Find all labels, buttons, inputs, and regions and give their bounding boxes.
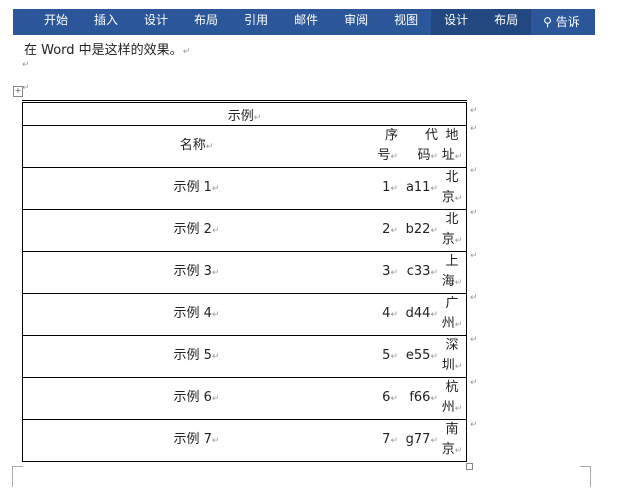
tab-6[interactable]: 审阅: [344, 13, 369, 27]
addr-cell[interactable]: 深圳↵: [438, 335, 467, 378]
row-end-mark: ↵: [470, 335, 478, 346]
table-row: 示例 3↵ 3↵ c33↵ 上海↵: [22, 251, 467, 294]
table-resize-handle[interactable]: [466, 463, 473, 470]
margin-corner: [580, 466, 591, 487]
seq-cell[interactable]: 5↵: [370, 335, 398, 378]
tab-3[interactable]: 布局: [194, 13, 219, 27]
context-tab-1[interactable]: 布局: [481, 9, 532, 35]
addr-cell[interactable]: 北京↵: [438, 209, 467, 252]
code-cell[interactable]: e55↵: [398, 335, 438, 378]
code-cell[interactable]: g77↵: [398, 419, 438, 462]
code-cell[interactable]: a11↵: [398, 167, 438, 210]
row-end-mark: ↵: [470, 419, 478, 430]
header-name[interactable]: 名称↵: [22, 125, 370, 168]
row-end-mark: ↵: [470, 166, 478, 176]
tab-1[interactable]: 插入: [94, 13, 119, 27]
code-cell[interactable]: d44↵: [398, 293, 438, 336]
table-row: 示例 4↵ 4↵ d44↵ 广州↵: [22, 293, 467, 336]
table-row: 示例 2↵ 2↵ b22↵ 北京↵: [22, 209, 467, 252]
row-end-mark: ↵: [470, 208, 478, 219]
tab-2[interactable]: 设计: [144, 13, 169, 27]
name-cell[interactable]: 示例 1↵: [22, 167, 370, 210]
seq-cell[interactable]: 4↵: [370, 293, 398, 336]
seq-cell[interactable]: 3↵: [370, 251, 398, 294]
table-row: 示例 5↵ 5↵ e55↵ 深圳↵: [22, 335, 467, 378]
code-cell[interactable]: f66↵: [398, 377, 438, 420]
code-cell[interactable]: c33↵: [398, 251, 438, 294]
name-cell[interactable]: 示例 3↵: [22, 251, 370, 294]
name-cell[interactable]: 示例 5↵: [22, 335, 370, 378]
header-addr[interactable]: 地址↵: [438, 125, 467, 168]
addr-cell[interactable]: 杭州↵: [438, 377, 467, 420]
tell-me-search[interactable]: ⚲ 告诉: [543, 15, 580, 29]
row-end-mark: ↵: [470, 292, 478, 303]
tab-4[interactable]: 引用: [244, 13, 269, 27]
tab-7[interactable]: 视图: [394, 13, 419, 27]
seq-cell[interactable]: 6↵: [370, 377, 398, 420]
addr-cell[interactable]: 上海↵: [438, 251, 467, 294]
addr-cell[interactable]: 南京↵: [438, 419, 467, 462]
row-end-mark: ↵: [470, 106, 478, 116]
name-cell[interactable]: 示例 4↵: [22, 293, 370, 336]
context-tab-0[interactable]: 设计: [431, 9, 482, 35]
code-cell[interactable]: b22↵: [398, 209, 438, 252]
table-move-handle-icon[interactable]: +: [13, 86, 23, 97]
table-row: 示例 7↵ 7↵ g77↵ 南京↵: [22, 419, 467, 462]
addr-cell[interactable]: 广州↵: [438, 293, 467, 336]
row-end-mark: ↵: [470, 377, 478, 388]
name-cell[interactable]: 示例 2↵: [22, 209, 370, 252]
ribbon: 开始 插入 设计 布局 引用 邮件 审阅 视图 设计 布局 ⚲ 告诉: [13, 9, 595, 35]
search-icon: ⚲: [543, 15, 552, 29]
intro-paragraph[interactable]: 在 Word 中是这样的效果。↵: [24, 43, 191, 58]
table-row: 示例 6↵ 6↵ f66↵ 杭州↵: [22, 377, 467, 420]
seq-cell[interactable]: 1↵: [370, 167, 398, 210]
addr-cell[interactable]: 北京↵: [438, 167, 467, 210]
paragraph-mark: ↵: [22, 60, 30, 70]
tab-5[interactable]: 邮件: [294, 13, 319, 27]
paragraph-mark: ↵: [182, 47, 191, 57]
seq-cell[interactable]: 7↵: [370, 419, 398, 462]
table-title-cell[interactable]: 示例↵: [22, 101, 467, 126]
row-end-mark: ↵: [470, 124, 478, 134]
example-table: 示例↵ 名称↵ 序号↵ 代码↵ 地址↵ 示例 1↵ 1↵ a11↵ 北京↵ 示例 …: [22, 100, 467, 462]
header-code[interactable]: 代码↵: [398, 125, 438, 168]
name-cell[interactable]: 示例 6↵: [22, 377, 370, 420]
table-row: 示例 1↵ 1↵ a11↵ 北京↵: [22, 167, 467, 210]
row-end-mark: ↵: [470, 250, 478, 261]
name-cell[interactable]: 示例 7↵: [22, 419, 370, 462]
tab-0[interactable]: 开始: [44, 13, 69, 27]
margin-corner: [12, 466, 23, 487]
seq-cell[interactable]: 2↵: [370, 209, 398, 252]
paragraph-mark: ↵: [22, 83, 30, 93]
header-seq[interactable]: 序号↵: [370, 125, 398, 168]
